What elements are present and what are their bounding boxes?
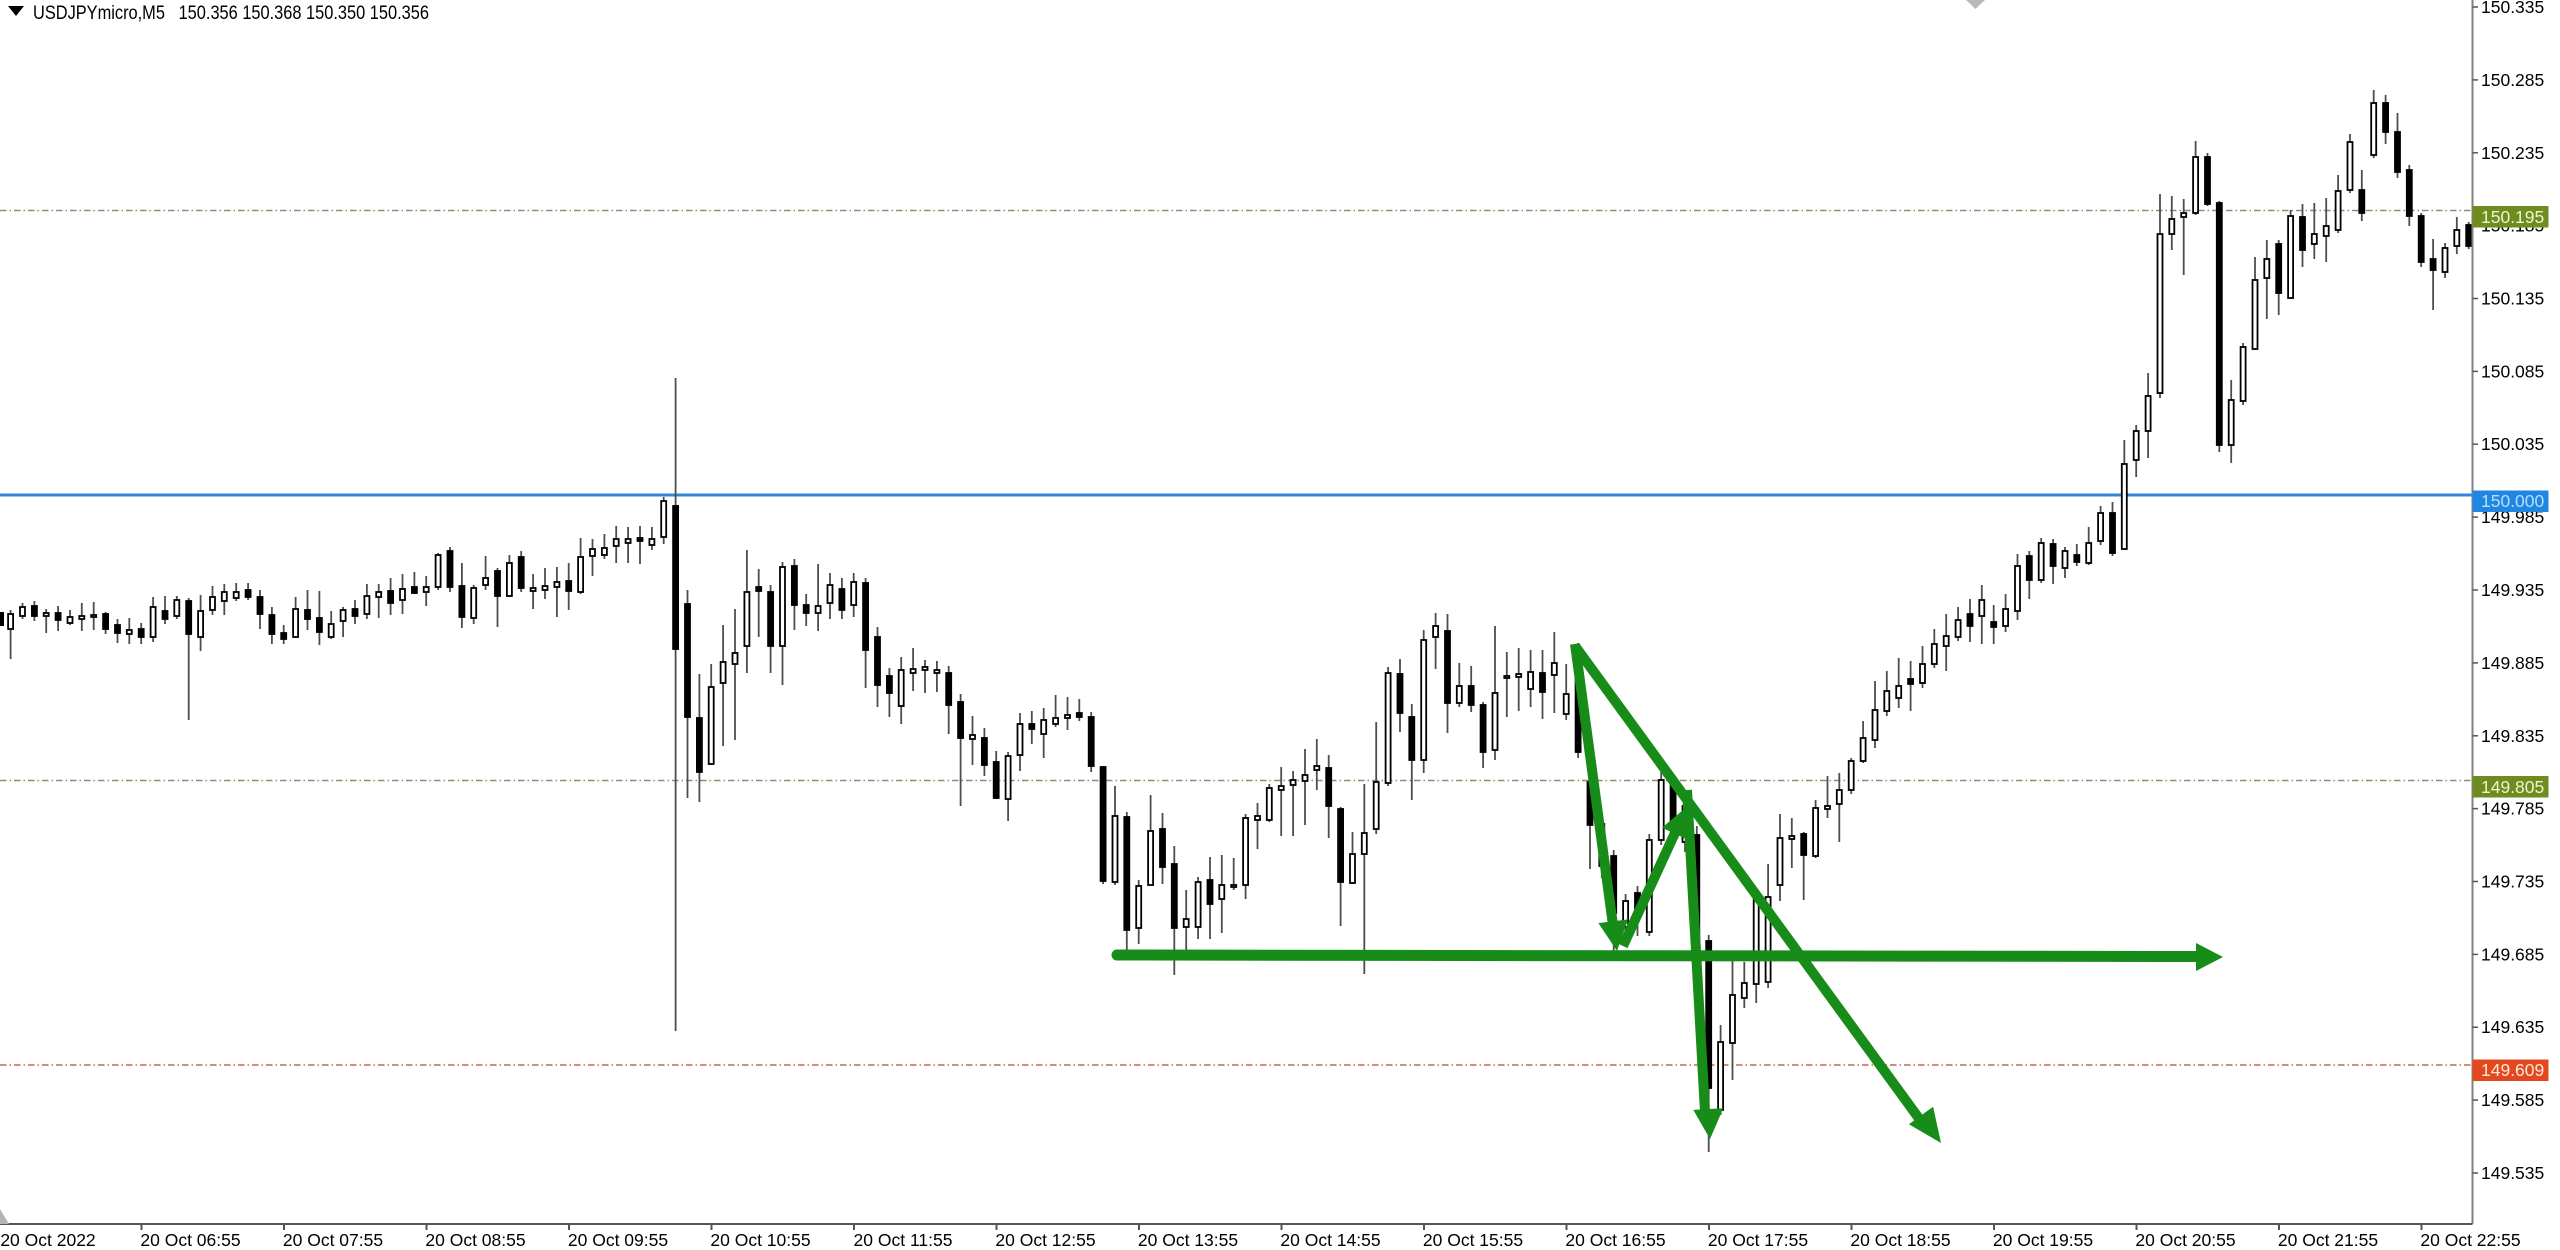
svg-text:149.885: 149.885 (2481, 653, 2544, 673)
svg-text:20 Oct 12:55: 20 Oct 12:55 (995, 1230, 1095, 1250)
svg-text:20 Oct 07:55: 20 Oct 07:55 (283, 1230, 383, 1250)
svg-text:20 Oct 14:55: 20 Oct 14:55 (1280, 1230, 1380, 1250)
svg-text:20 Oct 20:55: 20 Oct 20:55 (2135, 1230, 2235, 1250)
svg-text:20 Oct 17:55: 20 Oct 17:55 (1708, 1230, 1808, 1250)
svg-text:149.805: 149.805 (2481, 777, 2544, 797)
svg-text:20 Oct 21:55: 20 Oct 21:55 (2278, 1230, 2378, 1250)
svg-text:150.035: 150.035 (2481, 434, 2544, 454)
svg-text:149.685: 149.685 (2481, 944, 2544, 964)
svg-text:150.235: 150.235 (2481, 143, 2544, 163)
svg-text:149.835: 149.835 (2481, 726, 2544, 746)
svg-text:150.195: 150.195 (2481, 207, 2544, 227)
svg-text:150.085: 150.085 (2481, 361, 2544, 381)
svg-text:149.735: 149.735 (2481, 872, 2544, 892)
svg-text:149.635: 149.635 (2481, 1017, 2544, 1037)
svg-text:20 Oct 10:55: 20 Oct 10:55 (710, 1230, 810, 1250)
svg-text:150.285: 150.285 (2481, 70, 2544, 90)
svg-text:20 Oct 11:55: 20 Oct 11:55 (854, 1230, 953, 1250)
svg-text:149.609: 149.609 (2481, 1060, 2544, 1080)
svg-text:20 Oct 2022: 20 Oct 2022 (0, 1230, 95, 1250)
svg-text:20 Oct 08:55: 20 Oct 08:55 (425, 1230, 525, 1250)
svg-text:20 Oct 19:55: 20 Oct 19:55 (1993, 1230, 2093, 1250)
svg-text:20 Oct 22:55: 20 Oct 22:55 (2420, 1230, 2520, 1250)
svg-text:150.000: 150.000 (2481, 491, 2545, 511)
svg-text:20 Oct 13:55: 20 Oct 13:55 (1138, 1230, 1238, 1250)
svg-text:20 Oct 09:55: 20 Oct 09:55 (568, 1230, 668, 1250)
svg-text:149.985: 149.985 (2481, 507, 2544, 527)
svg-text:150.135: 150.135 (2481, 289, 2544, 309)
svg-text:149.935: 149.935 (2481, 580, 2544, 600)
svg-text:20 Oct 15:55: 20 Oct 15:55 (1423, 1230, 1523, 1250)
svg-text:150.335: 150.335 (2481, 0, 2544, 17)
svg-text:20 Oct 06:55: 20 Oct 06:55 (140, 1230, 240, 1250)
svg-text:20 Oct 18:55: 20 Oct 18:55 (1850, 1230, 1950, 1250)
svg-text:USDJPYmicro,M5 150.356 150.3: USDJPYmicro,M5 150.356 150.368 150.350 1… (33, 3, 429, 24)
svg-text:149.785: 149.785 (2481, 799, 2544, 819)
svg-text:20 Oct 16:55: 20 Oct 16:55 (1565, 1230, 1665, 1250)
svg-text:149.535: 149.535 (2481, 1163, 2544, 1183)
svg-text:149.585: 149.585 (2481, 1090, 2544, 1110)
